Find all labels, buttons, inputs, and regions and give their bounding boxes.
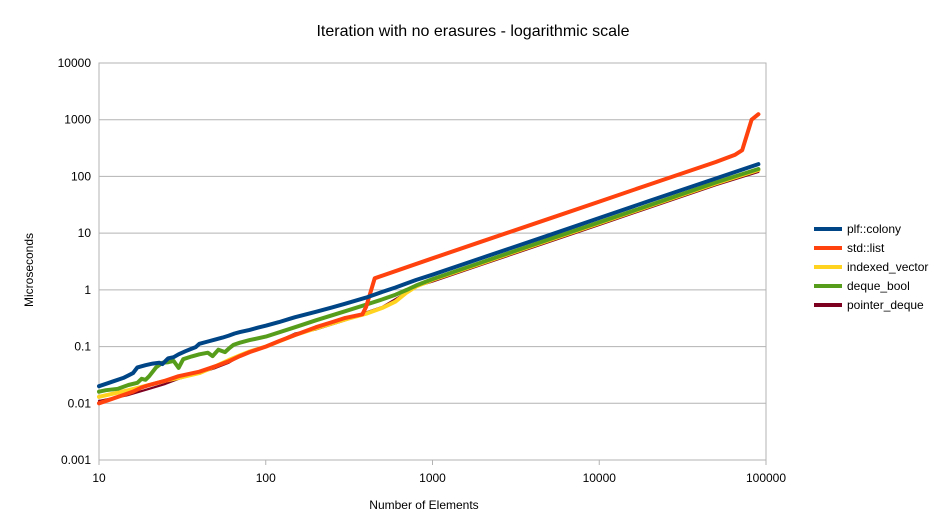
x-tick-label: 100 [256,471,276,485]
x-tick-label: 1000 [419,471,446,485]
series-lines [97,112,761,406]
y-tick-label: 1 [84,283,91,297]
y-tick-label: 10000 [58,56,92,70]
legend-label: plf::colony [847,222,901,236]
x-axis-ticks: 10 100 1000 10000 100000 [92,460,786,485]
legend-label: std::list [847,241,885,255]
legend-label: deque_bool [847,279,910,293]
y-tick-label: 0.01 [68,396,92,410]
x-tick-label: 10000 [583,471,617,485]
y-axis-label: Microseconds [22,233,36,307]
series-line-std-list [97,112,761,406]
y-tick-label: 10 [78,226,92,240]
series-line-deque-bool [97,167,761,394]
legend: plf::colonystd::listindexed_vectordeque_… [814,222,928,312]
y-tick-label: 100 [71,169,91,183]
x-axis-label: Number of Elements [369,498,478,512]
y-tick-label: 1000 [64,113,91,127]
x-tick-label: 10 [92,471,106,485]
y-tick-label: 0.1 [74,340,91,354]
chart-title: Iteration with no erasures - logarithmic… [316,23,629,40]
x-tick-label: 100000 [746,471,786,485]
y-tick-label: 0.001 [61,453,91,467]
y-axis-ticks: 0.001 0.01 0.1 1 10 100 1000 10000 [58,56,92,467]
legend-label: pointer_deque [847,298,924,312]
legend-label: indexed_vector [847,260,928,274]
series-line-plf-colony [97,162,761,389]
